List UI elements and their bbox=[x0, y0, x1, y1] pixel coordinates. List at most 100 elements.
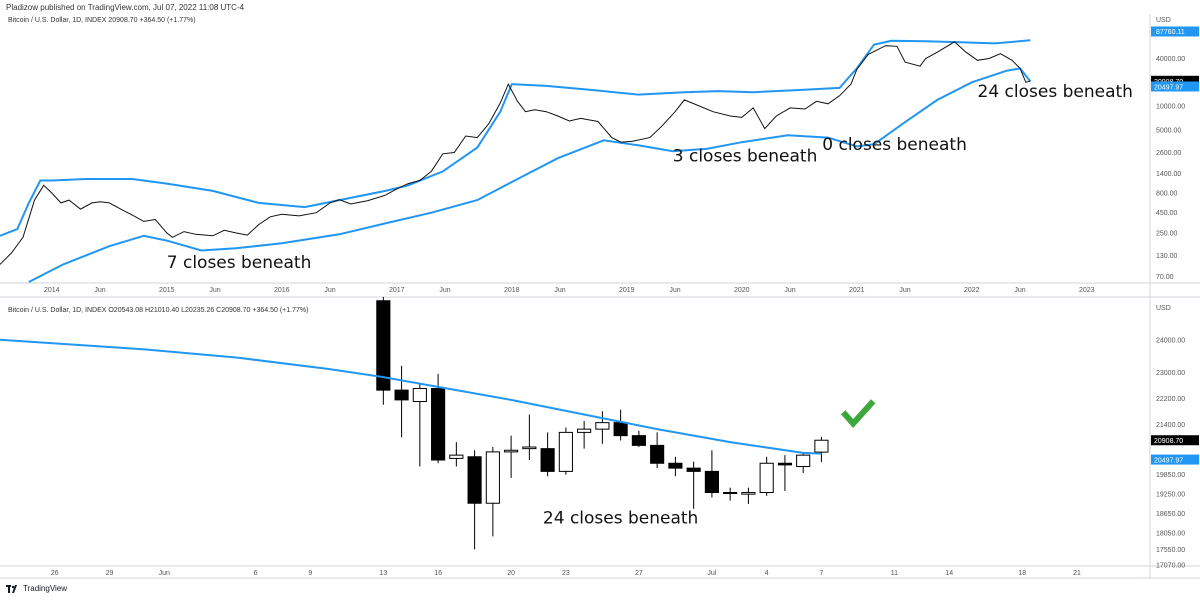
candle-body bbox=[412, 388, 427, 403]
top-price-tag-bg bbox=[1151, 75, 1199, 86]
annotation-text: 3 closes beneath bbox=[673, 146, 818, 166]
bottom-x-tick-label: 27 bbox=[635, 570, 643, 577]
bottom-x-tick-label: 11 bbox=[891, 570, 898, 577]
candle-body bbox=[376, 300, 391, 391]
top-x-tick-label: 2022 bbox=[964, 287, 980, 294]
top-x-tick-label: 2023 bbox=[1079, 287, 1095, 294]
top-pane-legend: Bitcoin / U.S. Dollar, 1D, INDEX 20908.7… bbox=[8, 17, 196, 24]
top-y-tick-label: 70.00 bbox=[1156, 274, 1174, 281]
top-y-tick-label: USD bbox=[1156, 17, 1171, 24]
top-band-tag: 20497.97 bbox=[1154, 84, 1183, 91]
bottom-y-tick-label: USD bbox=[1156, 305, 1171, 312]
top-x-tick-label: Jun bbox=[784, 287, 795, 294]
candle-body bbox=[467, 456, 482, 504]
price-line bbox=[0, 41, 1031, 265]
top-y-tick-label: 5000.00 bbox=[1156, 127, 1181, 134]
bottom-y-tick-label: 22200.00 bbox=[1156, 396, 1185, 403]
bottom-x-tick-label: 20 bbox=[507, 570, 515, 577]
annotation-text: 0 closes beneath bbox=[822, 135, 967, 155]
bottom-x-tick-label: Jul bbox=[707, 570, 716, 577]
annotation-text: 7 closes beneath bbox=[167, 253, 312, 273]
top-y-tick-label: 130.00 bbox=[1156, 253, 1178, 260]
top-x-tick-label: 2021 bbox=[849, 287, 865, 294]
top-x-tick-label: 2017 bbox=[389, 287, 405, 294]
bottom-y-tick-label: 23000.00 bbox=[1156, 370, 1185, 377]
top-x-tick-label: 2018 bbox=[504, 287, 520, 294]
footer-brand: TradingView bbox=[23, 584, 68, 593]
lower-band-line bbox=[28, 67, 1032, 283]
candle-body bbox=[577, 428, 592, 433]
bottom-y-tick-label: 19850.00 bbox=[1156, 472, 1185, 479]
candle-body bbox=[431, 388, 446, 461]
bottom-x-tick-label: 9 bbox=[308, 570, 312, 577]
bottom-y-tick-label: 19250.00 bbox=[1156, 492, 1185, 499]
top-y-tick-label: 1400.00 bbox=[1156, 171, 1181, 178]
top-y-tick-label: 2600.00 bbox=[1156, 150, 1181, 157]
top-x-tick-label: Jun bbox=[94, 287, 105, 294]
candle-body bbox=[741, 492, 756, 495]
bottom-price-tag-bg bbox=[1151, 435, 1199, 446]
annotation-text: 24 closes beneath bbox=[978, 82, 1133, 102]
bottom-x-tick-label: 7 bbox=[819, 570, 823, 577]
bottom-x-tick-label: 18 bbox=[1018, 570, 1026, 577]
top-upper-band-tag: 87760.11 bbox=[1156, 29, 1185, 36]
top-x-tick-label: Jun bbox=[439, 287, 450, 294]
candle-body bbox=[595, 422, 610, 430]
bottom-x-tick-label: 4 bbox=[765, 570, 769, 577]
bottom-x-tick-label: 13 bbox=[379, 570, 387, 577]
bottom-y-tick-label: 18650.00 bbox=[1156, 511, 1185, 518]
candle-body bbox=[504, 449, 519, 453]
bottom-x-tick-label: 14 bbox=[945, 570, 953, 577]
top-band-tag-bg bbox=[1151, 81, 1199, 92]
check-mark-icon bbox=[840, 399, 876, 429]
candle-body bbox=[394, 389, 409, 401]
top-x-tick-label: Jun bbox=[324, 287, 335, 294]
candle-body bbox=[704, 470, 719, 494]
top-x-tick-label: 2016 bbox=[274, 287, 290, 294]
top-y-tick-label: 450.00 bbox=[1156, 210, 1178, 217]
top-x-tick-label: 2015 bbox=[159, 287, 175, 294]
bottom-y-tick-label: 17070.00 bbox=[1156, 563, 1185, 570]
tradingview-logo-icon bbox=[6, 584, 17, 593]
bottom-x-tick-label: 23 bbox=[562, 570, 570, 577]
candle-body bbox=[613, 422, 628, 437]
bottom-ma-tag-bg bbox=[1151, 454, 1199, 465]
bottom-x-tick-label: 16 bbox=[434, 570, 442, 577]
top-x-tick-label: Jun bbox=[209, 287, 220, 294]
top-x-tick-label: Jun bbox=[899, 287, 910, 294]
upper-band-line bbox=[0, 39, 1031, 237]
candle-body bbox=[485, 451, 500, 504]
candle-body bbox=[814, 439, 829, 453]
candle-body bbox=[650, 444, 665, 464]
candle-body bbox=[522, 446, 537, 450]
candle-body bbox=[723, 492, 738, 495]
top-x-tick-label: Jun bbox=[669, 287, 680, 294]
bottom-x-tick-label: 29 bbox=[106, 570, 114, 577]
bottom-y-tick-label: 17550.00 bbox=[1156, 547, 1185, 554]
top-upper-band-tag-bg bbox=[1151, 26, 1199, 37]
top-x-tick-label: 2014 bbox=[44, 287, 60, 294]
moving-average-line bbox=[0, 338, 822, 455]
top-y-tick-label: 10000.00 bbox=[1156, 104, 1185, 111]
top-x-tick-label: Jun bbox=[1014, 287, 1025, 294]
candle-body bbox=[759, 462, 774, 494]
bottom-y-tick-label: 21400.00 bbox=[1156, 422, 1185, 429]
bottom-x-tick-label: 6 bbox=[254, 570, 258, 577]
candle-body bbox=[558, 431, 573, 472]
bottom-x-tick-label: 21 bbox=[1073, 570, 1081, 577]
candle-body bbox=[796, 454, 811, 468]
bottom-x-tick-label: Jun bbox=[159, 570, 170, 577]
top-y-tick-label: 800.00 bbox=[1156, 190, 1178, 197]
published-line: Pladizow published on TradingView.com, J… bbox=[6, 3, 245, 12]
top-y-tick-label: 40000.00 bbox=[1156, 56, 1185, 63]
bottom-x-tick-label: 26 bbox=[51, 570, 59, 577]
bottom-y-tick-label: 24000.00 bbox=[1156, 337, 1185, 344]
top-x-tick-label: 2019 bbox=[619, 287, 635, 294]
candle-body bbox=[668, 462, 683, 469]
candle-body bbox=[777, 462, 792, 466]
bottom-pane-legend: Bitcoin / U.S. Dollar, 1D, INDEX O20543.… bbox=[8, 307, 309, 314]
bottom-y-tick-label: 18050.00 bbox=[1156, 531, 1185, 538]
candle-body bbox=[449, 454, 464, 459]
candle-body bbox=[686, 467, 701, 472]
